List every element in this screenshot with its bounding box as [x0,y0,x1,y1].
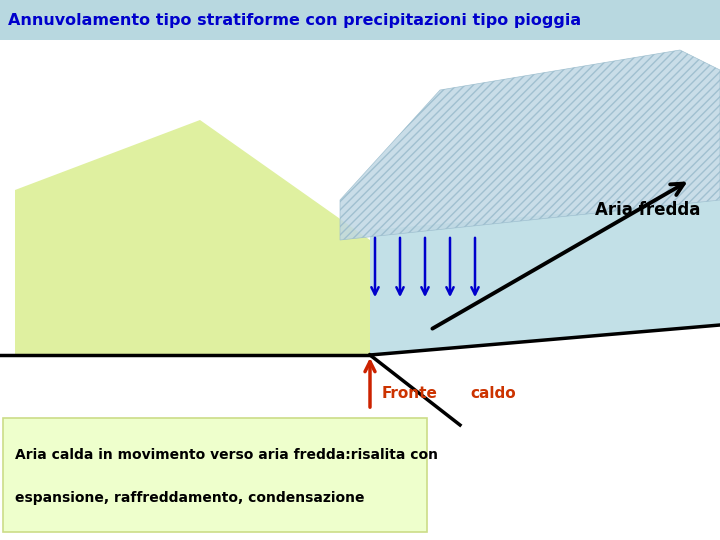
Polygon shape [340,50,720,240]
Polygon shape [15,120,370,355]
Polygon shape [370,200,720,355]
Text: Annuvolamento tipo stratiforme con precipitazioni tipo pioggia: Annuvolamento tipo stratiforme con preci… [8,12,581,28]
Text: Aria calda in movimento verso aria fredda:risalita con: Aria calda in movimento verso aria fredd… [15,448,438,462]
Bar [0,0,720,40]
Text: Aria fredda: Aria fredda [595,201,701,219]
Text: Fronte: Fronte [382,386,438,401]
Text: caldo: caldo [470,386,516,401]
Text: espansione, raffreddamento, condensazione: espansione, raffreddamento, condensazion… [15,491,364,505]
FancyBboxPatch shape [3,418,427,532]
